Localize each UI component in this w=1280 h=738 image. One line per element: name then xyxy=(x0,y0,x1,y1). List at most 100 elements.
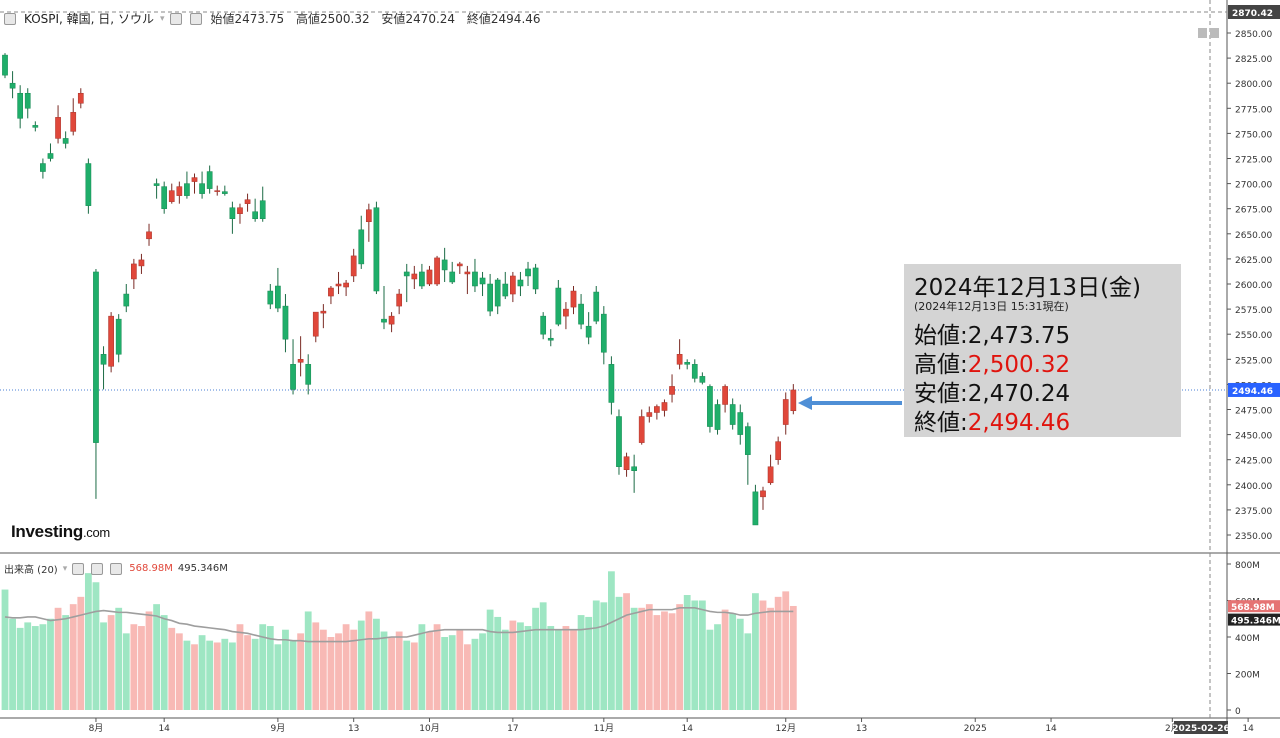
candle-body xyxy=(40,163,46,172)
candle-body xyxy=(358,229,365,265)
candle-body xyxy=(600,313,607,353)
candle-body xyxy=(563,308,569,317)
candle-body xyxy=(744,426,751,455)
price-tick-label: 2850.00 xyxy=(1235,30,1272,40)
volume-bar xyxy=(130,624,138,710)
volume-bar xyxy=(388,637,395,710)
candle-body xyxy=(77,92,84,104)
candle-body xyxy=(396,293,403,307)
candle-body xyxy=(85,163,92,206)
time-tick-label: 8月 xyxy=(89,723,104,734)
volume-bar xyxy=(9,618,16,710)
volume-bar xyxy=(289,640,297,710)
volume-bar xyxy=(251,638,259,710)
candle-body xyxy=(570,290,577,308)
last-price-label: 2494.46 xyxy=(1232,387,1273,397)
candle-body xyxy=(426,269,433,285)
volume-value: 568.98M xyxy=(129,563,173,574)
logo-suffix: .com xyxy=(82,525,110,540)
volume-bar xyxy=(175,633,183,710)
volume-tick-label: 800M xyxy=(1235,561,1260,571)
chart-top-right-tools xyxy=(1198,28,1219,38)
time-tick-label: 14 xyxy=(158,724,170,734)
info-icon[interactable] xyxy=(1198,28,1207,38)
candle-body xyxy=(760,490,766,498)
volume-tick-label: 200M xyxy=(1235,671,1260,681)
volume-bar xyxy=(539,602,547,710)
candle-body xyxy=(55,117,61,139)
price-tick-label: 2375.00 xyxy=(1235,507,1272,517)
candle-body xyxy=(623,456,630,470)
volume-bar xyxy=(77,596,85,710)
volume-bar xyxy=(789,605,797,710)
info-row-open: 始値:2,473.75 xyxy=(914,323,1071,349)
dropdown-icon[interactable]: ▾ xyxy=(62,563,68,574)
candle-body xyxy=(525,268,531,277)
candle-body xyxy=(722,386,728,405)
volume-label[interactable]: 出来高 (20) xyxy=(4,565,58,576)
pause-icon[interactable] xyxy=(1210,28,1219,38)
volume-bar xyxy=(213,642,221,710)
candle-body xyxy=(494,279,501,307)
volume-bar xyxy=(752,593,759,710)
candle-body xyxy=(123,293,130,307)
candle-body xyxy=(464,271,471,275)
volume-bar xyxy=(69,604,77,710)
visibility-icon[interactable] xyxy=(190,12,203,25)
volume-bar xyxy=(350,629,358,710)
crosshair-price-label: 2870.42 xyxy=(1232,9,1273,19)
volume-bar xyxy=(691,600,699,710)
dropdown-icon[interactable]: ▾ xyxy=(159,13,165,24)
visibility-icon[interactable] xyxy=(91,562,104,575)
volume-bar xyxy=(448,635,456,710)
price-tick-label: 2775.00 xyxy=(1235,105,1272,115)
candle-body xyxy=(312,311,319,337)
candle-body xyxy=(206,171,213,189)
volume-bar xyxy=(24,622,32,710)
volume-badge-label: 568.98M xyxy=(1231,603,1275,613)
volume-header: 出来高 (20) ▾ 568.98M 495.346M xyxy=(4,561,228,576)
settings-icon[interactable] xyxy=(170,12,183,25)
candle-body xyxy=(616,416,622,467)
candle-body xyxy=(487,283,493,312)
candle-body xyxy=(328,287,334,297)
candle-body xyxy=(244,199,251,204)
volume-bar xyxy=(547,626,555,710)
candle-body xyxy=(737,412,744,435)
candle-body xyxy=(320,310,327,314)
volume-bar xyxy=(562,626,570,710)
settings-icon[interactable] xyxy=(72,562,85,575)
volume-bar xyxy=(714,624,721,710)
volume-bar xyxy=(31,626,39,710)
candle-body xyxy=(17,92,24,119)
volume-bar xyxy=(653,615,661,710)
price-tick-label: 2600.00 xyxy=(1235,281,1272,291)
symbol-label[interactable]: KOSPI, 韓国, 日, ソウル xyxy=(24,12,154,26)
candle-body xyxy=(365,209,372,223)
volume-ma-line xyxy=(4,606,794,643)
price-tick-label: 2450.00 xyxy=(1235,432,1272,442)
candle-body xyxy=(138,259,145,267)
candle-body xyxy=(9,82,16,89)
collapse-icon[interactable] xyxy=(4,12,16,25)
volume-bar xyxy=(517,622,524,710)
volume-bar xyxy=(1,589,9,710)
annotation-arrow-head xyxy=(798,395,812,410)
close-icon[interactable] xyxy=(110,562,123,575)
candle-body xyxy=(456,263,463,267)
volume-badge xyxy=(1228,600,1280,613)
chart-header: KOSPI, 韓国, 日, ソウル ▾ 始値2473.75 高値2500.32 … xyxy=(4,10,549,27)
volume-bar xyxy=(418,624,426,710)
candle-body xyxy=(350,255,357,277)
volume-bar xyxy=(645,604,653,710)
volume-bar xyxy=(229,642,236,710)
time-tick-label: 17 xyxy=(507,724,518,734)
info-close-label: 終値 xyxy=(914,410,960,436)
volume-bar xyxy=(638,607,646,710)
price-tick-label: 2350.00 xyxy=(1235,532,1272,542)
volume-bar xyxy=(600,602,608,710)
volume-bar xyxy=(509,620,517,710)
candle-body xyxy=(32,125,39,128)
info-open-label: 始値 xyxy=(914,323,960,349)
